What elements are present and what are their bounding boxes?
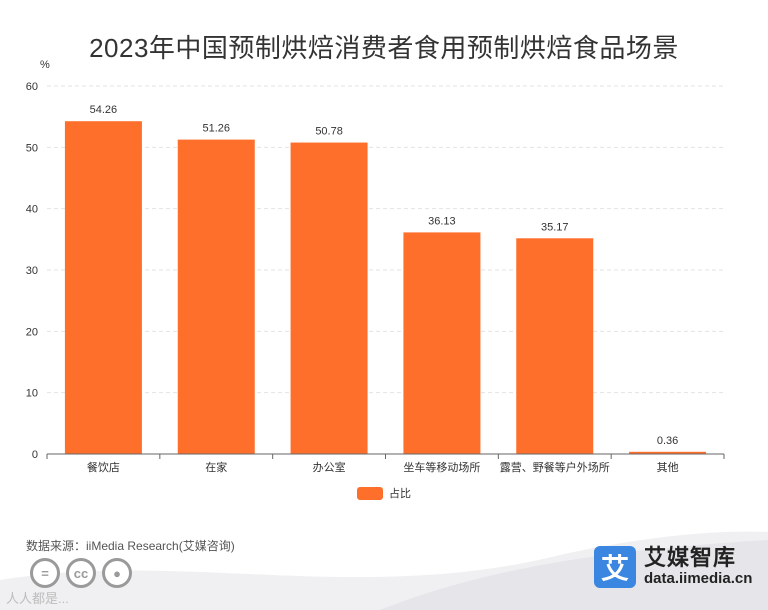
- y-tick-label: 40: [26, 204, 38, 216]
- y-axis-unit: %: [40, 59, 50, 71]
- value-label: 35.17: [541, 221, 569, 233]
- value-label: 50.78: [315, 126, 343, 138]
- data-source: 数据来源：iiMedia Research(艾媒咨询): [26, 539, 235, 553]
- x-tick-label: 办公室: [313, 460, 346, 474]
- x-tick-label: 坐车等移动场所: [403, 460, 480, 474]
- x-tick-label: 餐饮店: [87, 460, 120, 474]
- brand-url: data.iimedia.cn: [644, 570, 753, 587]
- value-label: 0.36: [657, 435, 678, 447]
- y-axis-ticks: 0 10 20 30 40 50 60: [26, 81, 38, 461]
- grid-lines: [47, 85, 724, 394]
- person-icon: ●: [102, 558, 132, 588]
- value-label: 54.26: [90, 104, 118, 116]
- y-tick-label: 30: [26, 265, 38, 277]
- bar[interactable]: [177, 139, 255, 454]
- cc-icon: cc: [66, 558, 96, 588]
- chart-title: 2023年中国预制烘焙消费者食用预制烘焙食品场景: [89, 33, 679, 63]
- brand-name: 艾媒智库: [644, 545, 737, 570]
- equal-icon: =: [30, 558, 60, 588]
- bars: [64, 121, 707, 455]
- value-labels: 54.26 51.26 50.78 36.13 35.17 0.36: [90, 104, 679, 447]
- y-tick-label: 10: [26, 388, 38, 400]
- brand-logo-icon: 艾: [594, 546, 636, 588]
- value-label: 36.13: [428, 215, 456, 227]
- footer-wave: [0, 531, 768, 610]
- watermark: 人人都是...: [6, 591, 69, 606]
- legend[interactable]: 占比: [357, 485, 411, 501]
- x-tick-label: 露营、野餐等户外场所: [500, 460, 610, 474]
- x-tick-label: 在家: [205, 460, 227, 474]
- bar-chart: % 0 10 20 30 40 50 60 54.26 51.26 50.78 36.13 35.1…: [26, 59, 725, 474]
- y-tick-label: 60: [26, 81, 38, 93]
- bar[interactable]: [64, 121, 142, 455]
- y-tick-label: 20: [26, 326, 38, 338]
- legend-label: 占比: [389, 488, 411, 500]
- license-icons: = cc ●: [30, 558, 132, 588]
- bar[interactable]: [290, 142, 368, 455]
- bar[interactable]: [516, 238, 594, 454]
- brand-logo-block: 艾 艾媒智库 data.iimedia.cn: [594, 546, 752, 588]
- legend-swatch: [357, 486, 383, 500]
- bar[interactable]: [403, 232, 481, 454]
- x-axis-ticks: 餐饮店 在家 办公室 坐车等移动场所 露营、野餐等户外场所 其他: [46, 454, 725, 474]
- value-label: 51.26: [202, 123, 230, 135]
- y-tick-label: 50: [26, 142, 38, 154]
- x-tick-label: 其他: [657, 461, 679, 474]
- y-tick-label: 0: [32, 449, 38, 461]
- bar[interactable]: [629, 451, 707, 454]
